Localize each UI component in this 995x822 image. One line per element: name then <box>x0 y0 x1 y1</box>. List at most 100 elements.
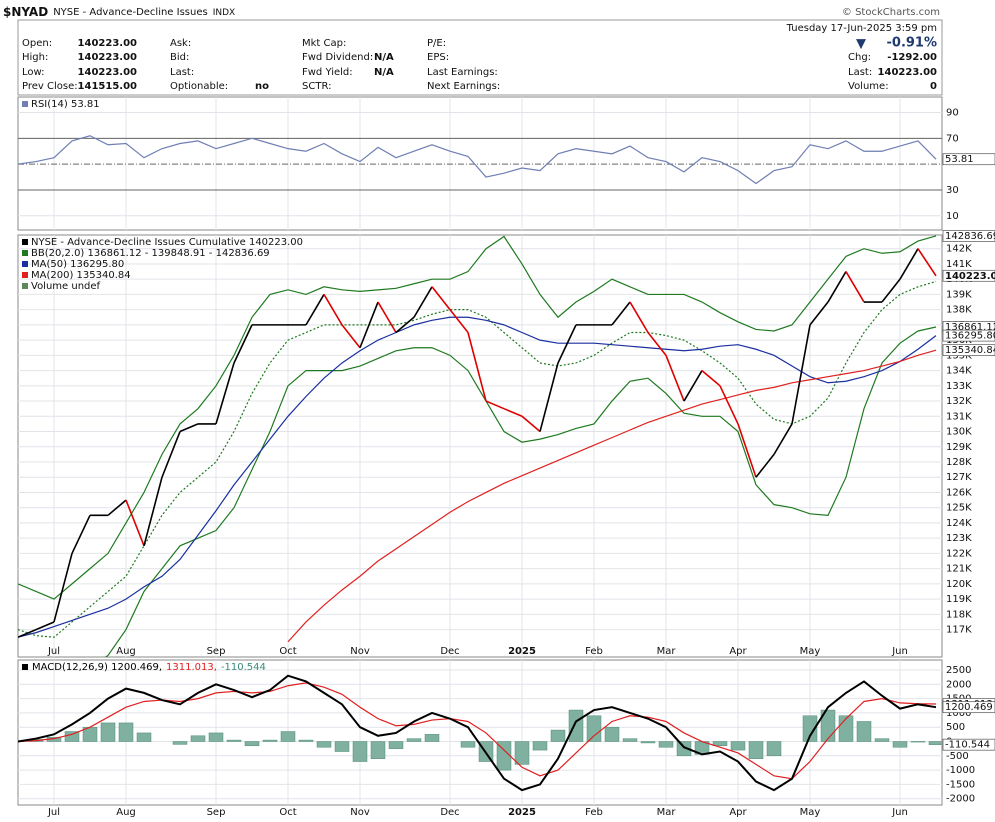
value-tag-label: 136861.12 <box>945 322 995 333</box>
histogram-bar <box>262 739 278 742</box>
price-segment <box>827 271 847 303</box>
change-pct: -0.91% <box>887 36 938 51</box>
price-segment <box>611 301 631 326</box>
legend-swatch <box>22 239 28 245</box>
x-tick-label: Mar <box>657 807 677 818</box>
exchange: INDX <box>213 8 235 18</box>
field-label: Next Earnings: <box>427 81 500 92</box>
histogram-bar <box>928 741 942 745</box>
histogram-bar <box>676 741 692 757</box>
histogram-bar <box>334 741 350 752</box>
field-label: EPS: <box>427 52 449 63</box>
y-tick-label: 128K <box>946 457 972 468</box>
legend-swatch <box>22 101 28 107</box>
histogram-bar <box>208 732 224 742</box>
field-label: Open: <box>22 38 52 49</box>
histogram-bar <box>856 721 872 742</box>
price-segment <box>917 248 937 277</box>
x-tick-label: Sep <box>207 646 226 657</box>
y-tick-label: 118K <box>946 609 972 620</box>
price-segment <box>665 355 685 402</box>
y-tick-label: 139K <box>946 289 972 300</box>
price-segment <box>359 301 379 349</box>
price-segment <box>485 400 505 410</box>
value-tag <box>942 701 995 714</box>
price-segment <box>413 286 433 318</box>
histogram-bar <box>280 731 296 742</box>
x-tick-label: Aug <box>116 807 136 818</box>
value-tag-label: -110.544 <box>945 740 990 751</box>
price-segment <box>539 362 559 432</box>
y-tick-label: 1000 <box>946 708 971 719</box>
y-tick-label: 134K <box>946 366 972 377</box>
price-segment <box>773 423 793 455</box>
value-tag-label: 53.81 <box>945 154 974 165</box>
x-tick-label: Oct <box>279 646 296 657</box>
field-label: Bid: <box>170 52 189 63</box>
price-segment <box>809 301 829 326</box>
price-segment <box>215 362 235 425</box>
y-tick-label: 119K <box>946 594 972 605</box>
legend-item: MA(50) 136295.80 <box>31 259 124 270</box>
histogram-bar <box>910 741 926 743</box>
y-tick-label: 126K <box>946 487 972 498</box>
y-tick-label: -1500 <box>946 779 975 790</box>
histogram-bar <box>370 741 386 759</box>
histogram-bar <box>838 715 854 742</box>
quote-value: -1292.00 <box>887 52 937 63</box>
y-tick-label: 2500 <box>946 665 971 676</box>
histogram-bar <box>712 741 728 747</box>
histogram-bar <box>190 735 206 742</box>
x-tick-label: 2025 <box>508 646 536 657</box>
quote-value: 0 <box>930 81 937 92</box>
plot <box>18 674 942 792</box>
price-segment <box>467 332 487 402</box>
x-tick-label: Sep <box>207 807 226 818</box>
histogram-bar <box>172 741 188 745</box>
x-tick-label: Dec <box>440 646 459 657</box>
x-tick-label: Feb <box>585 646 603 657</box>
quote-label: Volume: <box>848 81 889 92</box>
histogram-bar <box>802 715 818 742</box>
field-label: Ask: <box>170 38 191 49</box>
legend-item: BB(20,2.0) 136861.12 - 139848.91 - 14283… <box>31 248 270 259</box>
down-arrow: ▼ <box>856 37 866 52</box>
legend: MACD(12,26,9) 1200.469, 1311.013, -110.544 <box>32 662 266 673</box>
x-tick-label: May <box>800 807 821 818</box>
price-segment <box>899 248 919 280</box>
histogram-bar <box>820 709 836 742</box>
histogram-bar <box>226 739 242 742</box>
price-segment <box>233 324 253 364</box>
y-tick-label: 132K <box>946 396 972 407</box>
histogram-bar <box>640 741 656 744</box>
price-segment <box>323 294 343 326</box>
value-tag-label: 135340.84 <box>945 345 995 356</box>
value-tag <box>942 738 995 751</box>
price-segment <box>377 301 397 333</box>
histogram-bar <box>316 741 332 748</box>
x-tick-label: Jul <box>47 807 60 818</box>
price-segment <box>53 553 73 623</box>
price-segment <box>395 316 415 334</box>
x-tick-label: Jun <box>891 807 908 818</box>
value-tag <box>942 329 995 342</box>
quote-label: Last: <box>848 67 872 78</box>
histogram-bar <box>424 734 440 742</box>
value-tag <box>942 269 995 282</box>
price-segment <box>503 407 523 418</box>
histogram-bar <box>604 726 620 742</box>
legend-item: MACD(12,26,9) 1200.469, <box>32 662 162 673</box>
y-tick-label: 122K <box>946 548 972 559</box>
histogram-bar <box>892 741 908 748</box>
y-tick-label: 120K <box>946 579 972 590</box>
histogram-bar <box>118 722 134 742</box>
legend-item: NYSE - Advance-Decline Issues Cumulative… <box>31 237 303 248</box>
y-tick-label: -1000 <box>946 765 975 776</box>
value-tag <box>942 153 995 166</box>
legend-swatch <box>22 283 28 289</box>
price-segment <box>557 324 577 364</box>
y-tick-label: 130K <box>946 427 972 438</box>
legend-item: Volume undef <box>31 281 101 292</box>
histogram-bar <box>730 741 746 751</box>
y-tick-label: 125K <box>946 503 972 514</box>
